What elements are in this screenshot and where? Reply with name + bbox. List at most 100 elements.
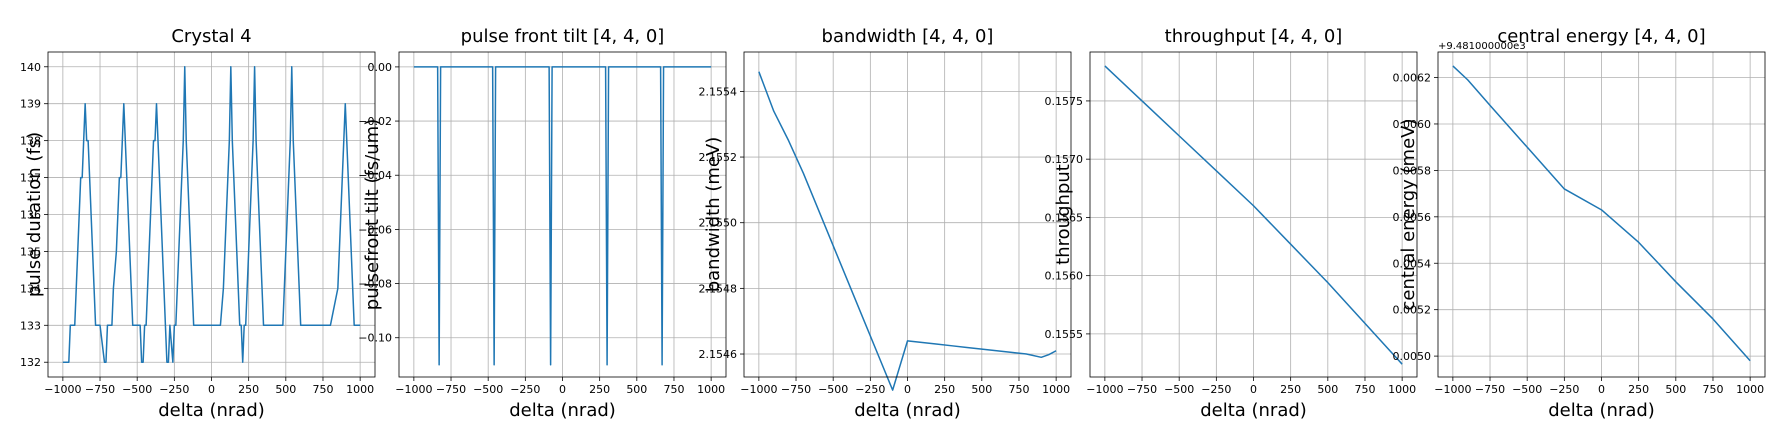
y-tick-label: −0.04 xyxy=(358,169,392,182)
y-offset-label: +9.481000000e3 xyxy=(1438,41,1526,52)
x-tick-label: 1000 xyxy=(1042,383,1070,396)
x-tick-label: 1000 xyxy=(346,383,374,396)
y-axis-label: pulse duration (fs) xyxy=(24,132,45,297)
x-axis-label: delta (nrad) xyxy=(509,400,616,421)
x-tick-label: −250 xyxy=(855,383,885,396)
y-tick-label: 0.1575 xyxy=(1045,95,1084,108)
y-tick-label: 134 xyxy=(20,282,41,295)
x-tick-label: −500 xyxy=(1512,383,1542,396)
x-tick-label: 250 xyxy=(934,383,955,396)
y-tick-label: 0.1560 xyxy=(1045,270,1084,283)
x-tick-label: 750 xyxy=(1354,383,1375,396)
x-axis-label: delta (nrad) xyxy=(854,400,961,421)
x-tick-label: 750 xyxy=(312,383,333,396)
x-tick-label: −750 xyxy=(1475,383,1505,396)
subplot-crystal-4: −1000 −750 −500 −250 0 250 500 750 1000 132 133 134… xyxy=(20,26,376,421)
series-line xyxy=(1452,65,1751,362)
chart-title: throughput [4, 4, 0] xyxy=(1165,26,1343,47)
x-tick-label: 250 xyxy=(589,383,610,396)
x-tick-label: −1000 xyxy=(740,383,777,396)
x-tick-label: −1000 xyxy=(44,383,81,396)
x-tick-label: −250 xyxy=(159,383,189,396)
x-tick-label: −500 xyxy=(818,383,848,396)
series-line xyxy=(758,71,1057,391)
x-tick-label: 500 xyxy=(1317,383,1338,396)
series-line xyxy=(413,66,712,366)
y-axis-label: bandwidth (meV) xyxy=(703,137,724,293)
x-tick-label: 250 xyxy=(1628,383,1649,396)
y-tick-label: −0.06 xyxy=(358,223,392,236)
y-axis-label: central energy (meV) xyxy=(1398,119,1419,311)
y-tick-label: 132 xyxy=(20,356,41,369)
y-tick-label: 0.0054 xyxy=(1393,257,1432,270)
y-tick-label: −0.10 xyxy=(358,332,392,345)
x-tick-label: −250 xyxy=(1549,383,1579,396)
y-tick-label: 136 xyxy=(20,209,41,222)
y-tick-label: 0.0062 xyxy=(1393,72,1432,85)
y-tick-label: 0.0056 xyxy=(1393,211,1432,224)
x-tick-label: 0 xyxy=(208,383,215,396)
x-tick-label: −500 xyxy=(1164,383,1194,396)
x-tick-label: −500 xyxy=(122,383,152,396)
subplot-pulse-front-tilt: −1000 −750 −500 −250 0 250 500 750 1000 0.00 −0.02… xyxy=(358,26,727,421)
y-tick-label: 2.1546 xyxy=(699,348,738,361)
x-tick-label: 1000 xyxy=(1388,383,1416,396)
x-tick-label: 750 xyxy=(1008,383,1029,396)
y-tick-label: 137 xyxy=(20,172,41,185)
y-tick-label: −0.02 xyxy=(358,115,392,128)
x-tick-label: 0 xyxy=(1598,383,1605,396)
subplot-bandwidth: −1000 −750 −500 −250 0 250 500 750 1000 2.1546 2.1… xyxy=(699,26,1072,421)
y-tick-label: 0.0058 xyxy=(1393,164,1432,177)
x-tick-label: −500 xyxy=(473,383,503,396)
y-tick-label: 139 xyxy=(20,98,41,111)
x-tick-label: 500 xyxy=(626,383,647,396)
y-tick-label: 133 xyxy=(20,319,41,332)
x-tick-label: 1000 xyxy=(1736,383,1764,396)
x-tick-label: −1000 xyxy=(1434,383,1471,396)
y-tick-label: 2.1552 xyxy=(699,151,738,164)
y-tick-label: 0.0060 xyxy=(1393,118,1432,131)
x-tick-label: −1000 xyxy=(1086,383,1123,396)
x-tick-label: −750 xyxy=(1127,383,1157,396)
y-tick-label: 0.00 xyxy=(368,61,393,74)
y-tick-label: 138 xyxy=(20,135,41,148)
subplot-central-energy: −1000 −750 −500 −250 0 250 500 750 1000 0.0050 0.0… xyxy=(1393,26,1766,421)
x-tick-label: 500 xyxy=(275,383,296,396)
chart-title: Crystal 4 xyxy=(171,26,251,47)
x-axis-label: delta (nrad) xyxy=(1200,400,1307,421)
x-tick-label: 250 xyxy=(1280,383,1301,396)
x-axis-label: delta (nrad) xyxy=(1548,400,1655,421)
x-tick-label: −250 xyxy=(510,383,540,396)
x-tick-label: 500 xyxy=(971,383,992,396)
y-axis-label: throughput xyxy=(1053,164,1074,265)
x-tick-label: 250 xyxy=(238,383,259,396)
y-tick-label: 2.1548 xyxy=(699,282,738,295)
y-tick-label: 0.1555 xyxy=(1045,328,1084,341)
chart-title: pulse front tilt [4, 4, 0] xyxy=(461,26,665,47)
x-tick-label: −750 xyxy=(85,383,115,396)
x-tick-label: 0 xyxy=(904,383,911,396)
x-axis-label: delta (nrad) xyxy=(158,400,265,421)
y-tick-label: 0.0052 xyxy=(1393,304,1432,317)
x-tick-label: −1000 xyxy=(395,383,432,396)
x-tick-label: −250 xyxy=(1201,383,1231,396)
x-tick-label: −750 xyxy=(436,383,466,396)
series-line xyxy=(1104,65,1403,365)
y-tick-label: 2.1550 xyxy=(699,217,738,230)
series-line xyxy=(62,66,361,363)
y-tick-label: 2.1554 xyxy=(699,85,738,98)
x-tick-label: 500 xyxy=(1665,383,1686,396)
x-tick-label: −750 xyxy=(781,383,811,396)
y-tick-label: 0.1570 xyxy=(1045,153,1084,166)
x-tick-label: 750 xyxy=(1702,383,1723,396)
y-tick-label: 135 xyxy=(20,245,41,258)
y-tick-label: 0.1565 xyxy=(1045,211,1084,224)
y-tick-label: 140 xyxy=(20,61,41,74)
x-tick-label: 750 xyxy=(663,383,684,396)
subplot-throughput: −1000 −750 −500 −250 0 250 500 750 1000 0.1555 0.1… xyxy=(1045,26,1418,421)
y-tick-label: 0.0050 xyxy=(1393,350,1432,363)
chart-title: bandwidth [4, 4, 0] xyxy=(822,26,994,47)
chart-title: central energy [4, 4, 0] xyxy=(1497,26,1705,47)
y-tick-label: −0.08 xyxy=(358,278,392,291)
